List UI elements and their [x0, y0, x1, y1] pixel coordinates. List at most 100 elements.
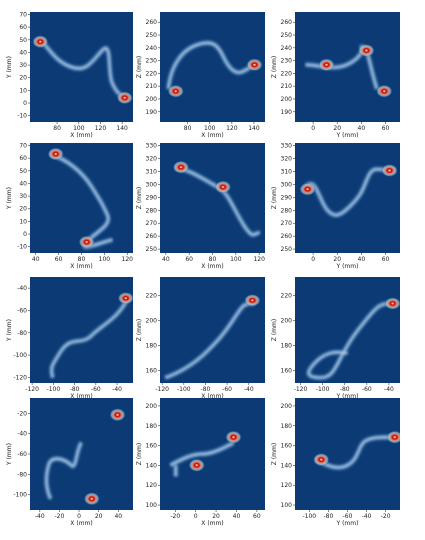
heatmap-background — [295, 398, 400, 510]
y-tick-label: 330 — [146, 143, 158, 150]
trajectory — [47, 147, 113, 250]
y-tick-label: 100 — [281, 502, 293, 509]
y-tick-label: 0 — [23, 100, 27, 107]
x-tick-label: -60 — [362, 386, 372, 393]
panel: 0 20 40 60 190 200 210 220 230 240 250 260 Y (mm) Z (… — [271, 12, 400, 139]
y-tick-label: -10 — [17, 113, 27, 120]
x-tick-label: 60 — [382, 125, 390, 132]
hotspot — [116, 91, 133, 105]
heatmap-background — [30, 277, 133, 383]
y-tick-label: 200 — [146, 318, 158, 325]
x-tick-label: -100 — [47, 386, 61, 393]
x-axis-label: Y (mm) — [336, 520, 359, 527]
y-tick-label: 300 — [146, 181, 158, 188]
y-tick-label: 30 — [19, 62, 27, 69]
y-axis-label: Z (mm) — [136, 187, 143, 209]
y-tick-label: 250 — [281, 32, 293, 39]
x-tick-label: -120 — [294, 386, 308, 393]
y-tick-label: 250 — [281, 246, 293, 253]
y-tick-label: 160 — [146, 368, 158, 375]
trajectory — [164, 293, 261, 381]
y-tick-label: 220 — [146, 293, 158, 300]
x-tick-label: -80 — [324, 513, 334, 520]
x-tick-label: 140 — [116, 125, 128, 132]
x-tick-label: -20 — [170, 513, 180, 520]
y-tick-label: 100 — [146, 502, 158, 509]
x-axis-label: X (mm) — [70, 520, 92, 527]
trajectory-core — [315, 436, 395, 469]
panel: 40 60 80 100 120 250 260 270 280 290 300 310 320 330 X… — [136, 143, 265, 270]
trajectory-core — [307, 302, 395, 379]
y-tick-label: 70 — [19, 143, 27, 150]
x-tick-label: 80 — [209, 256, 217, 263]
y-tick-label: 160 — [146, 443, 158, 450]
x-tick-label: -120 — [25, 386, 39, 393]
y-axis-label: Y (mm) — [6, 187, 13, 210]
y-tick-label: 180 — [281, 343, 293, 350]
trajectory-core — [175, 166, 261, 236]
x-tick-label: -100 — [303, 513, 317, 520]
hotspot — [117, 291, 133, 305]
y-tick-label: 200 — [146, 96, 158, 103]
x-tick-label: -100 — [316, 386, 330, 393]
panel: 80 100 120 140 190 200 210 220 230 240 250 260 X (mm… — [136, 12, 265, 139]
x-axis-label: X (mm) — [70, 393, 92, 400]
trajectory — [165, 40, 263, 98]
x-axis-label: X (mm) — [201, 263, 223, 270]
x-axis-label: Y (mm) — [336, 263, 359, 270]
y-tick-label: 210 — [146, 83, 158, 90]
panel: -120 -100 -80 -60 -40 160 180 200 220 Y (mm) Z (mm… — [271, 277, 400, 400]
y-tick-label: 200 — [281, 318, 293, 325]
y-tick-label: 310 — [146, 168, 158, 175]
hotspot — [32, 35, 49, 49]
y-tick-label: 30 — [19, 193, 27, 200]
panel: -120 -100 -80 -60 -40 -120 -100 -80 -60 -40 X (mm)… — [6, 277, 133, 400]
trajectory — [32, 35, 133, 105]
trajectory — [306, 297, 400, 381]
x-tick-label: 20 — [333, 125, 341, 132]
y-tick-label: 180 — [281, 423, 293, 430]
heatmap-background — [160, 143, 265, 253]
heatmap-background — [160, 277, 265, 383]
x-tick-label: -60 — [343, 513, 353, 520]
hotspot — [299, 182, 316, 196]
trajectory-core — [45, 442, 83, 500]
y-axis-label: Y (mm) — [6, 56, 13, 79]
y-tick-label: 180 — [146, 423, 158, 430]
y-tick-label: 40 — [19, 180, 27, 187]
x-tick-label: 100 — [99, 256, 111, 263]
y-tick-label: 60 — [19, 24, 27, 31]
y-tick-label: 320 — [281, 156, 293, 163]
y-tick-label: -100 — [13, 492, 27, 499]
x-tick-label: -100 — [177, 386, 191, 393]
y-tick-label: 240 — [281, 45, 293, 52]
x-tick-label: 100 — [73, 125, 85, 132]
hotspot — [47, 147, 64, 161]
y-tick-label: 260 — [146, 19, 158, 26]
x-axis-label: X (mm) — [70, 263, 92, 270]
y-tick-label: 0 — [23, 231, 27, 238]
y-axis-label: Y (mm) — [6, 319, 13, 342]
trajectory — [172, 160, 261, 238]
y-tick-label: 20 — [19, 206, 27, 213]
hotspot — [78, 235, 95, 249]
x-tick-label: -60 — [91, 386, 101, 393]
x-tick-label: 60 — [55, 256, 63, 263]
y-tick-label: -60 — [17, 451, 27, 458]
x-tick-label: 100 — [204, 125, 216, 132]
x-tick-label: 40 — [233, 513, 241, 520]
x-tick-label: -80 — [340, 386, 350, 393]
trajectory — [43, 408, 126, 506]
y-axis-label: Z (mm) — [136, 443, 143, 465]
y-tick-label: 320 — [146, 156, 158, 163]
y-tick-label: -80 — [17, 471, 27, 478]
x-tick-label: 20 — [212, 513, 220, 520]
x-axis-label: X (mm) — [201, 132, 223, 139]
y-axis-label: Z (mm) — [136, 319, 143, 341]
x-tick-label: 0 — [311, 125, 315, 132]
y-tick-label: 270 — [281, 220, 293, 227]
x-tick-label: 40 — [358, 125, 366, 132]
x-tick-label: -120 — [155, 386, 169, 393]
trajectory — [169, 430, 242, 477]
